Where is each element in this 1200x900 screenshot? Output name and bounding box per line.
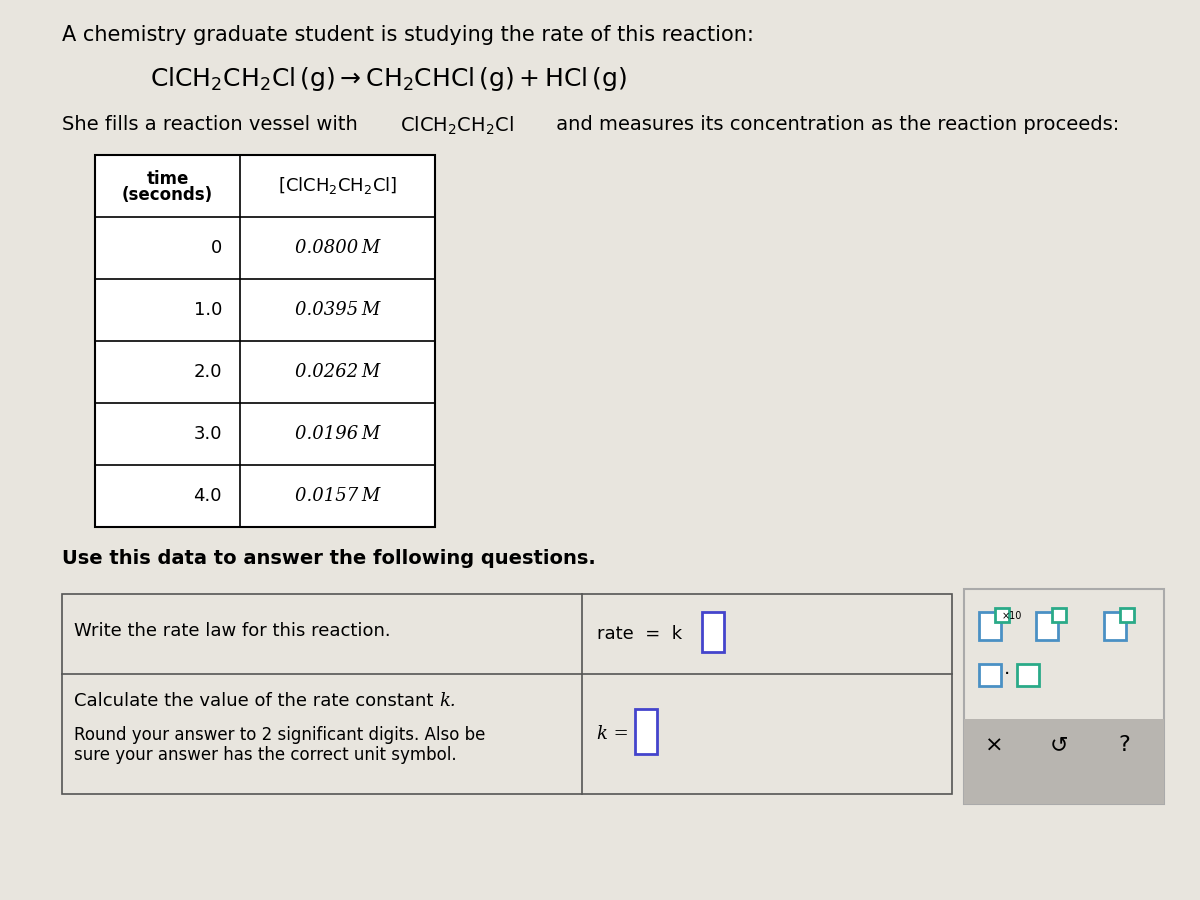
Text: Calculate the value of the rate constant: Calculate the value of the rate constant bbox=[74, 692, 439, 710]
Bar bbox=[702, 612, 724, 652]
Text: ↺: ↺ bbox=[1050, 735, 1068, 755]
Text: 0.0262 M: 0.0262 M bbox=[295, 363, 380, 381]
Text: 0.0395 M: 0.0395 M bbox=[295, 301, 380, 319]
Text: 3.0: 3.0 bbox=[193, 425, 222, 443]
Bar bbox=[964, 589, 1164, 804]
Text: k.: k. bbox=[439, 692, 456, 710]
Text: $\mathrm{ClCH_2CH_2Cl\,(g) \rightarrow CH_2CHCl\,(g) + HCl\,(g)}$: $\mathrm{ClCH_2CH_2Cl\,(g) \rightarrow C… bbox=[150, 65, 628, 93]
Bar bbox=[964, 719, 1164, 804]
Text: k =: k = bbox=[598, 725, 635, 743]
Text: rate  =  k: rate = k bbox=[598, 625, 694, 643]
Bar bbox=[635, 709, 658, 754]
Text: 0.0196 M: 0.0196 M bbox=[295, 425, 380, 443]
Bar bbox=[1120, 608, 1134, 622]
Text: $\left[\mathrm{ClCH_2CH_2Cl}\right]$: $\left[\mathrm{ClCH_2CH_2Cl}\right]$ bbox=[278, 176, 397, 196]
Text: ?: ? bbox=[1118, 735, 1130, 755]
Bar bbox=[95, 155, 436, 527]
Text: Use this data to answer the following questions.: Use this data to answer the following qu… bbox=[62, 549, 595, 568]
Text: A chemistry graduate student is studying the rate of this reaction:: A chemistry graduate student is studying… bbox=[62, 25, 754, 45]
Bar bbox=[979, 664, 1001, 686]
Text: 0: 0 bbox=[211, 239, 222, 257]
Text: ×: × bbox=[985, 735, 1003, 755]
Text: ×10: ×10 bbox=[1002, 611, 1022, 621]
Text: She fills a reaction vessel with: She fills a reaction vessel with bbox=[62, 115, 364, 134]
Text: sure your answer has the correct unit symbol.: sure your answer has the correct unit sy… bbox=[74, 746, 457, 764]
Bar bbox=[62, 594, 952, 794]
Text: $\mathrm{ClCH_2CH_2Cl}$: $\mathrm{ClCH_2CH_2Cl}$ bbox=[400, 115, 514, 138]
Text: Write the rate law for this reaction.: Write the rate law for this reaction. bbox=[74, 622, 391, 640]
Text: 0.0157 M: 0.0157 M bbox=[295, 487, 380, 505]
Text: 4.0: 4.0 bbox=[193, 487, 222, 505]
Text: and measures its concentration as the reaction proceeds:: and measures its concentration as the re… bbox=[550, 115, 1120, 134]
Bar bbox=[979, 612, 1001, 640]
Text: time: time bbox=[146, 169, 188, 187]
Text: 2.0: 2.0 bbox=[193, 363, 222, 381]
Bar bbox=[1104, 612, 1126, 640]
Bar bbox=[1018, 664, 1039, 686]
Text: ·: · bbox=[1004, 665, 1010, 685]
Text: (seconds): (seconds) bbox=[122, 186, 214, 204]
Text: 0.0800 M: 0.0800 M bbox=[295, 239, 380, 257]
Text: 1.0: 1.0 bbox=[193, 301, 222, 319]
Text: Round your answer to 2 significant digits. Also be: Round your answer to 2 significant digit… bbox=[74, 726, 485, 744]
Bar bbox=[995, 608, 1009, 622]
Bar bbox=[1052, 608, 1066, 622]
Bar bbox=[1036, 612, 1058, 640]
